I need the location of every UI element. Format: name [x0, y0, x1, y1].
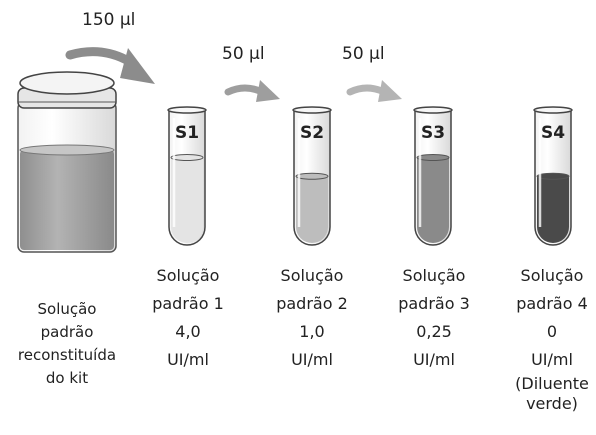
transfer-arrows [65, 47, 402, 102]
tube-rim [413, 106, 453, 114]
stock-caption-line: Solução [37, 300, 97, 318]
s2-caption-line: Solução [280, 266, 344, 285]
liquid-surface [536, 172, 570, 180]
tubes: S1 S2 S3 S4 [167, 106, 573, 246]
s3-caption-line: padrão 3 [398, 294, 470, 313]
tube-s4: S4 [533, 106, 573, 246]
s4-caption: Solução padrão 4 0 UI/ml (Diluente verde… [502, 262, 596, 414]
s3-caption-line: 0,25 [416, 322, 452, 341]
tube-outline [534, 110, 572, 246]
tube-s1: S1 [167, 106, 207, 246]
s1-caption-line: 4,0 [175, 322, 201, 341]
arrow-s1-to-s2 [224, 84, 266, 96]
s3-caption: Solução padrão 3 0,25 UI/ml [384, 262, 484, 374]
stock-caption-line: do kit [45, 369, 89, 387]
s4-caption-line: Solução [520, 266, 584, 285]
s3-caption-line: UI/ml [413, 350, 455, 369]
tube-s3: S3 [413, 106, 453, 246]
s4-caption-line: 0 [546, 322, 558, 341]
tube-liquid [171, 157, 203, 243]
volume-label-3: 50 µl [342, 44, 385, 64]
tube-outline [293, 110, 331, 246]
tube-outline [168, 110, 206, 246]
s1-caption-line: Solução [156, 266, 220, 285]
s4-caption-line: (Diluente [515, 374, 589, 393]
arrow-s2-to-s3 [346, 84, 388, 96]
tube-rim [292, 106, 332, 114]
arrowhead-2 [256, 80, 280, 102]
s2-caption-line: padrão 2 [276, 294, 348, 313]
tube-rim [167, 106, 207, 114]
tube-label: S3 [421, 123, 445, 143]
stock-caption: Solução padrão reconstituída do kit [2, 298, 132, 390]
s2-caption: Solução padrão 2 1,0 UI/ml [262, 262, 362, 374]
s2-caption-line: UI/ml [291, 350, 333, 369]
volume-label-1: 150 µl [82, 10, 136, 30]
tube-label: S4 [541, 123, 565, 143]
tube-outline [414, 110, 452, 246]
liquid-surface [295, 172, 329, 180]
tube-s2: S2 [292, 106, 332, 246]
s3-caption-line: Solução [402, 266, 466, 285]
liquid-surface [170, 154, 204, 161]
s1-caption-line: padrão 1 [152, 294, 224, 313]
stock-caption-line: reconstituída [17, 346, 117, 364]
s4-caption-line: UI/ml [531, 350, 573, 369]
s4-caption-line: verde) [526, 394, 578, 413]
tube-liquid [417, 157, 449, 243]
tube-label: S2 [300, 123, 324, 143]
s4-caption-line: padrão 4 [516, 294, 588, 313]
volume-label-2: 50 µl [222, 44, 265, 64]
arrowhead-1 [120, 48, 155, 84]
s1-caption-line: UI/ml [167, 350, 209, 369]
s2-caption-line: 1,0 [299, 322, 325, 341]
stock-vial [17, 71, 117, 253]
stock-caption-line: padrão [40, 323, 94, 341]
tube-rim [533, 106, 573, 114]
tube-liquid [296, 176, 328, 243]
s1-caption: Solução padrão 1 4,0 UI/ml [138, 262, 238, 374]
tube-liquid [537, 176, 569, 243]
liquid-surface [416, 154, 450, 161]
tube-label: S1 [175, 123, 199, 143]
arrowhead-3 [378, 80, 402, 102]
